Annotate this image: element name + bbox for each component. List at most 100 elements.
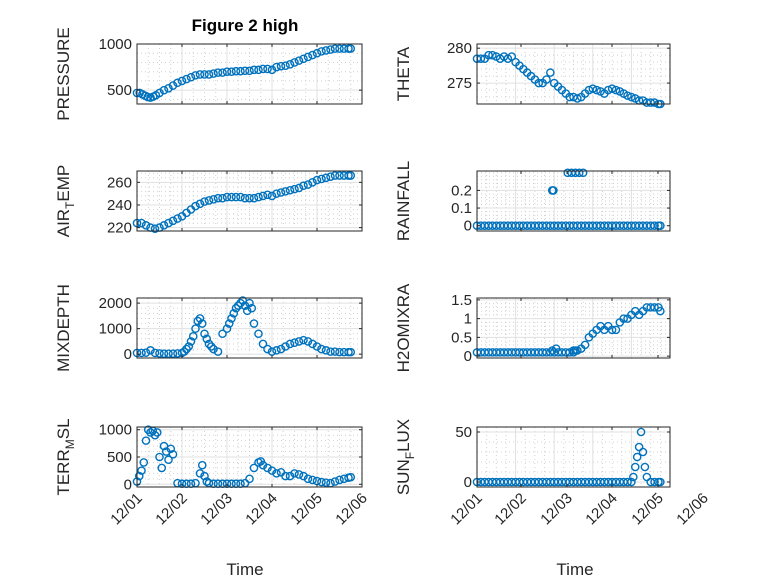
data-point [164,455,173,465]
data-point [164,349,173,358]
data-point [335,171,344,180]
data-point [179,347,189,356]
data-point [267,65,277,75]
data-point [330,477,340,486]
data-point [627,92,636,102]
data-point [656,306,665,316]
data-point [137,218,146,228]
data-point [650,221,659,231]
data-point [303,337,313,346]
data-point [285,185,295,195]
series-markers [132,171,356,234]
data-point [258,191,268,201]
plot-area [477,427,670,487]
grid [476,298,671,358]
data-point [317,174,326,184]
data-point [229,309,239,318]
data-point [335,475,344,485]
data-point [258,339,268,349]
data-point [638,447,648,457]
data-point [290,184,299,194]
y-tick-label: 0 [124,346,132,363]
data-point [146,346,155,355]
axes-box [476,170,671,232]
data-point [240,193,250,203]
data-point [245,66,254,76]
series-markers [132,296,356,358]
data-point [281,61,290,70]
data-point [321,46,331,55]
data-point [186,337,196,346]
data-point [267,191,277,201]
data-point [546,68,555,77]
data-point [245,298,254,308]
data-point [321,346,331,355]
data-point [507,52,517,61]
axes-box [136,297,363,359]
figure-title: Figure 2 high [192,16,299,35]
data-point [571,346,580,355]
series-markers [132,44,356,102]
data-point [294,337,304,346]
data-point [152,428,162,437]
data-point [231,66,241,76]
data-point [276,344,286,354]
data-point [206,342,216,351]
data-point [195,70,205,79]
data-point [619,314,628,323]
y-axis-label: MIXDEPTH [54,284,73,372]
data-point [200,197,209,206]
data-point [294,183,304,193]
data-point [209,344,218,354]
y-axis-label: H2OMIXRA [394,283,413,372]
data-point [326,172,335,181]
data-point [182,344,191,354]
data-point [303,474,313,484]
y-tick-label: 275 [447,75,472,92]
data-point [290,338,299,347]
data-point [573,94,582,103]
grid [476,171,671,231]
series-markers [472,427,665,487]
data-point [346,472,356,482]
data-point [636,427,646,437]
data-point [254,329,263,339]
data-point [139,458,149,467]
data-point [222,67,232,76]
data-point [254,192,263,202]
data-point [317,47,326,56]
data-point [137,348,146,358]
data-point [193,316,203,326]
data-point [141,436,151,445]
data-point [173,214,182,223]
data-point [640,462,650,472]
data-point [245,474,254,484]
data-point [141,221,151,230]
y-tick-label: 0 [124,476,132,493]
data-point [227,67,236,76]
data-point [281,342,290,351]
y-tick-label: 1.5 [451,292,472,309]
data-point [569,348,578,357]
data-point [321,478,331,487]
data-point [317,477,326,487]
data-point [150,348,160,358]
x-axis-label-right: Time [556,560,593,579]
data-point [632,452,642,462]
data-point [627,477,636,487]
data-point [195,469,205,478]
data-point [272,346,281,355]
data-point [197,460,207,470]
data-point [141,348,151,357]
data-point [231,192,241,202]
subplot-1: 500 1000 PRESSURE [54,27,363,121]
subplot-3: 220 240 260 AIRTEMP [54,165,363,237]
data-point [200,70,209,79]
data-point [204,196,214,205]
data-point [159,349,169,358]
data-point [159,85,169,95]
data-point [607,84,617,93]
data-point [242,306,252,316]
data-point [137,466,146,475]
